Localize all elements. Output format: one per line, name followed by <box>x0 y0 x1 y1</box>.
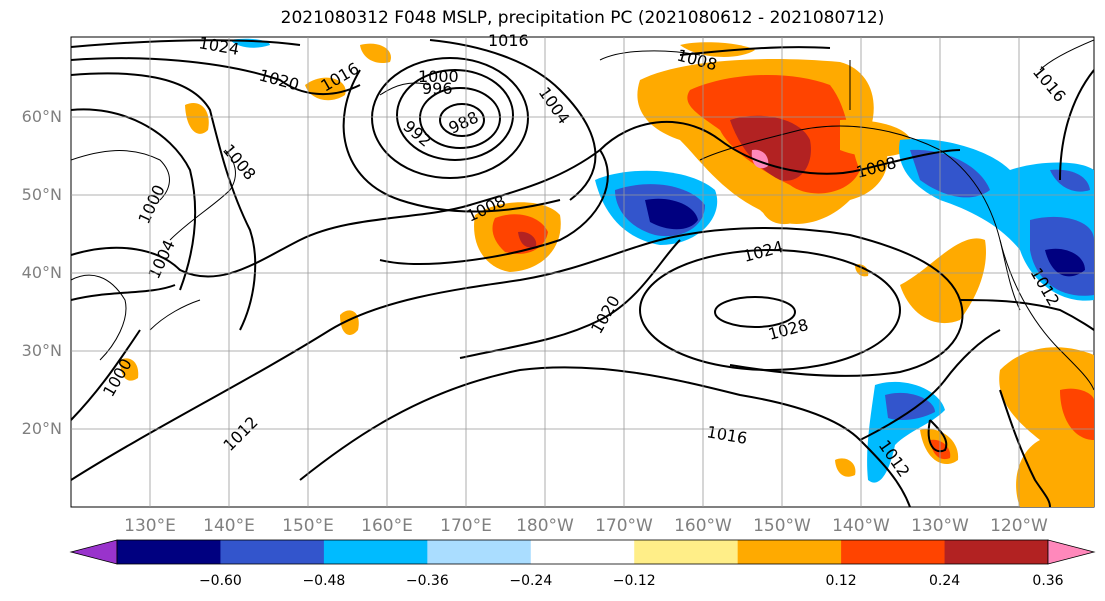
precip-small-orange-1 <box>760 203 801 225</box>
map-title: 2021080312 F048 MSLP, precipitation PC (… <box>280 8 885 28</box>
lon-label: 150°E <box>282 516 334 536</box>
lat-label-50n: 50°N <box>22 185 62 204</box>
colorbar-tick-label: 0.12 <box>826 573 857 589</box>
lon-label: 130°W <box>911 516 969 536</box>
graticule <box>71 37 1094 507</box>
lon-label: 180°W <box>516 516 574 536</box>
colorbar-segment <box>530 540 635 564</box>
colorbar-tick-label: −0.36 <box>406 573 449 589</box>
colorbar-tick-label: 0.24 <box>929 573 960 589</box>
lat-label-60n: 60°N <box>22 107 62 126</box>
colorbar-tick-labels: −0.60−0.48−0.36−0.24−0.120.120.240.360.4… <box>199 573 1064 589</box>
colorbar-segment <box>117 540 221 564</box>
colorbar-segment <box>841 540 946 564</box>
colorbar-segments <box>116 539 1049 565</box>
lon-label: 150°W <box>753 516 811 536</box>
colorbar: −0.60−0.48−0.36−0.24−0.120.120.240.360.4… <box>69 539 1096 589</box>
precip-mex-red <box>1060 388 1094 440</box>
precipitation-shading <box>120 38 1094 507</box>
colorbar-segment <box>944 540 1049 564</box>
precip-np-navy <box>645 198 698 230</box>
precip-small-orange-4 <box>120 358 139 381</box>
lon-label: 170°E <box>440 516 492 536</box>
colorbar-right-extend <box>1047 539 1096 565</box>
lon-label: 130°E <box>124 516 176 536</box>
colorbar-tick-label: 0.36 <box>1032 573 1063 589</box>
coastlines <box>71 39 1094 391</box>
colorbar-segment <box>427 540 532 564</box>
lat-label-30n: 30°N <box>22 341 62 360</box>
lon-label: 170°W <box>595 516 653 536</box>
colorbar-left-extend <box>69 539 118 565</box>
precip-mex-orange <box>999 347 1094 507</box>
lat-label-20n: 20°N <box>22 419 62 438</box>
colorbar-tick-label: −0.12 <box>613 573 656 589</box>
lon-label: 140°E <box>203 516 255 536</box>
precip-small-orange-5 <box>835 458 856 477</box>
precip-pnw-navy <box>1045 248 1085 277</box>
isobars <box>71 39 1094 507</box>
precip-cp-blue <box>885 392 935 420</box>
latitude-labels: 60°N 50°N 40°N 30°N 20°N <box>22 107 62 438</box>
lon-label: 160°W <box>674 516 732 536</box>
precip-small-orange-2 <box>340 310 359 335</box>
precip-small-orange-3 <box>185 102 209 134</box>
colorbar-tick-label: −0.48 <box>302 573 345 589</box>
longitude-labels: 130°E 140°E 150°E 160°E 170°E 180°W 170°… <box>124 516 1048 536</box>
precip-wp-darkred <box>518 231 537 248</box>
colorbar-segment <box>737 540 842 564</box>
precip-small-orange-7 <box>360 43 391 64</box>
lon-label: 160°E <box>361 516 413 536</box>
contour-label: 1016 <box>488 31 529 50</box>
precip-gulf-orange <box>840 119 912 157</box>
precip-ca-orange <box>900 238 986 324</box>
colorbar-tick-label: −0.60 <box>199 573 242 589</box>
lon-label: 120°W <box>990 516 1048 536</box>
colorbar-segment <box>220 540 325 564</box>
colorbar-tick-label: −0.24 <box>509 573 552 589</box>
colorbar-segment <box>634 540 739 564</box>
precip-pnw-blue <box>910 149 990 198</box>
contour-label: 996 <box>422 79 453 98</box>
colorbar-segment <box>323 540 428 564</box>
lon-label: 140°W <box>832 516 890 536</box>
contour-label: 1000 <box>418 67 459 86</box>
lat-label-40n: 40°N <box>22 263 62 282</box>
